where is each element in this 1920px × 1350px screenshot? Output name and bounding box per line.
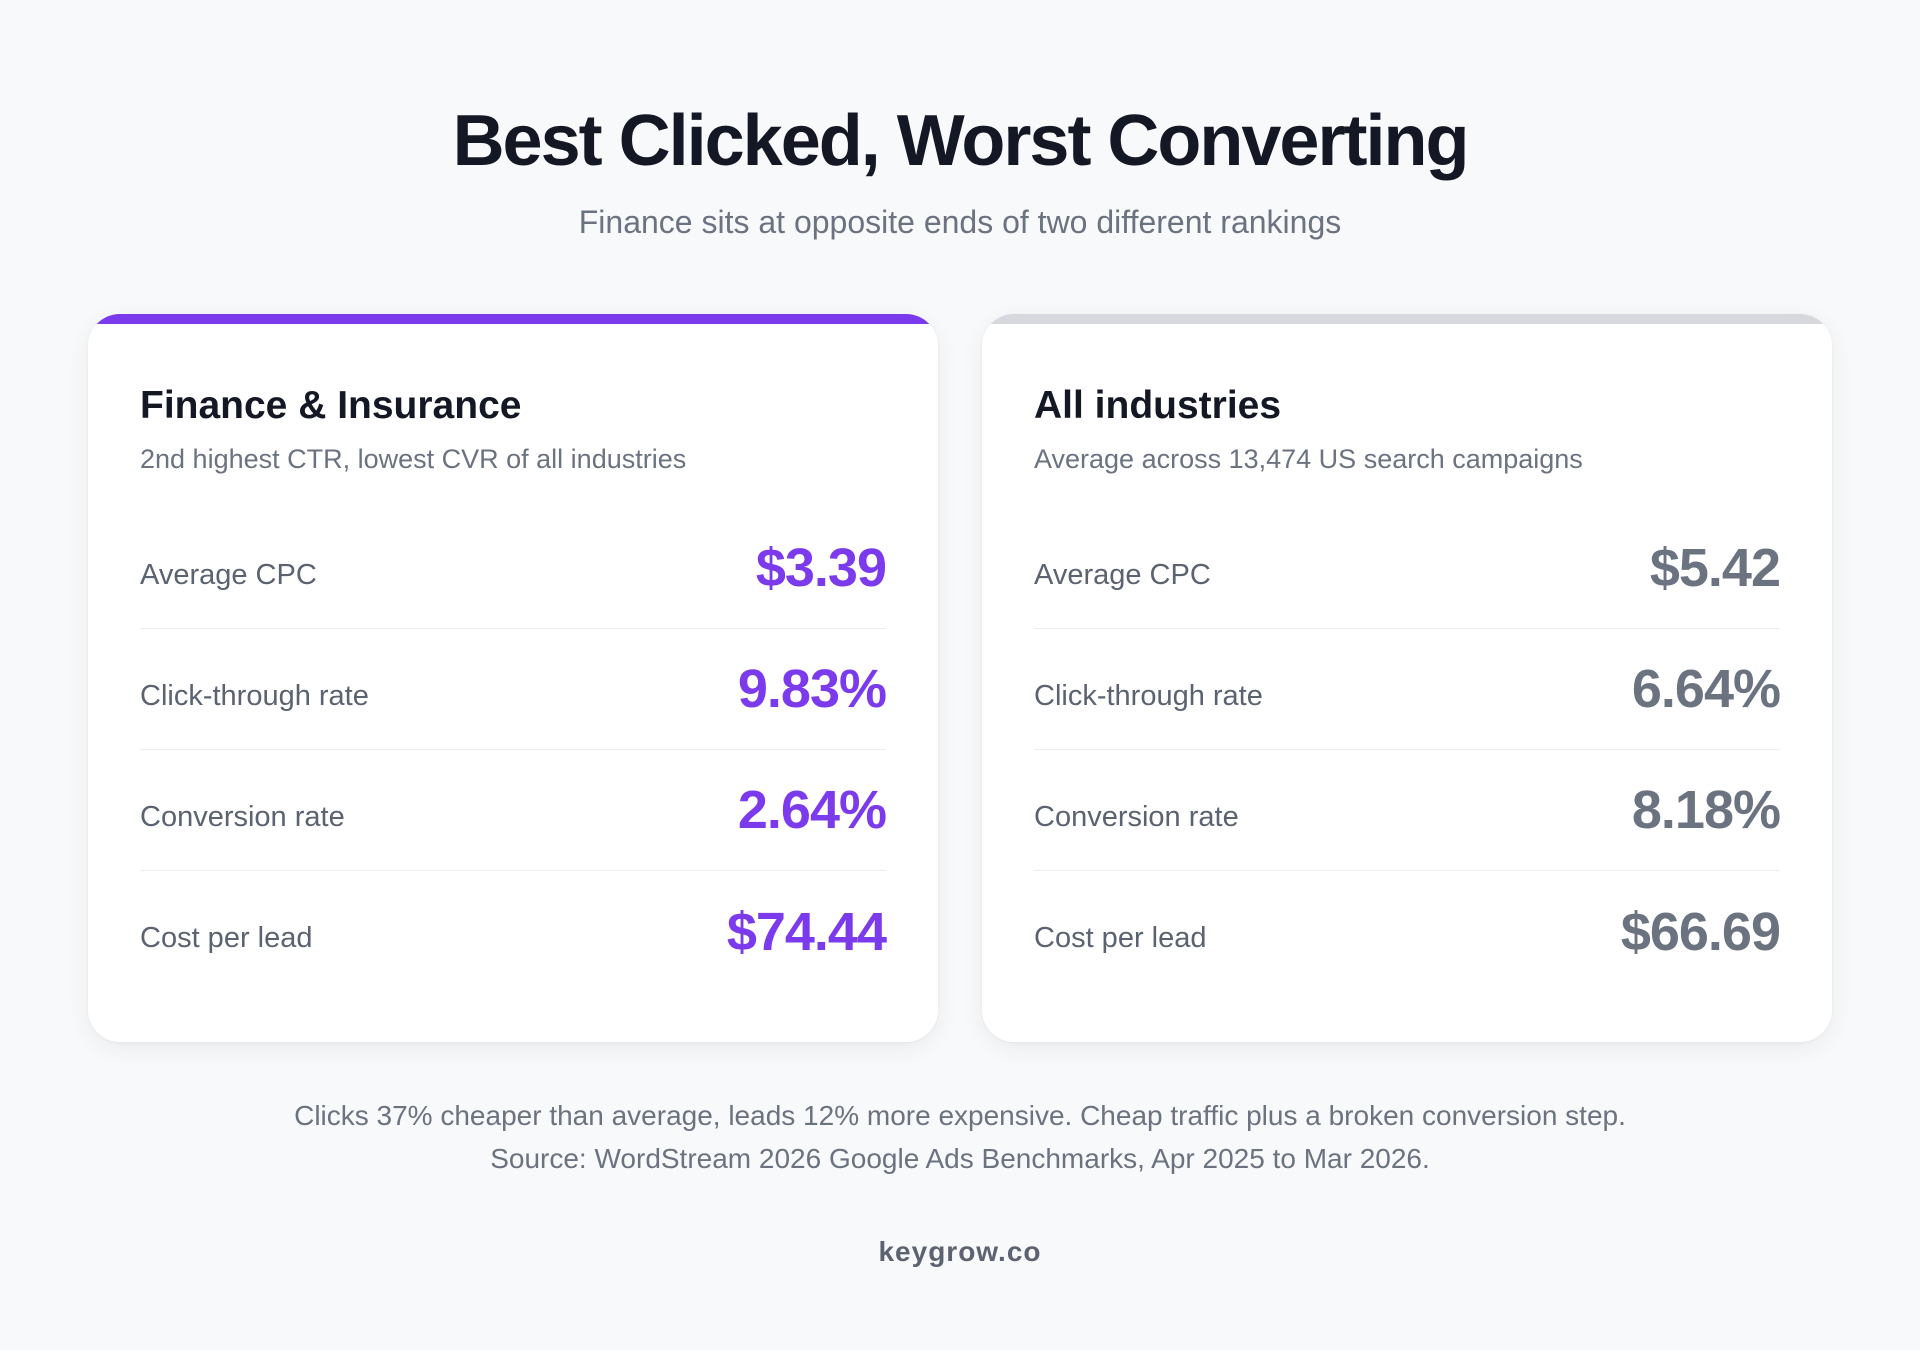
metric-label: Click-through rate <box>140 679 369 712</box>
card-accent-bar <box>88 314 938 324</box>
brand-wordmark: keygrow.co <box>878 1236 1042 1267</box>
card-title: Finance & Insurance <box>140 384 522 427</box>
footnote-source: Source: WordStream 2026 Google Ads Bench… <box>490 1143 1430 1174</box>
metrics-list: Average CPC $5.42 Click-through rate 6.6… <box>1034 508 1781 992</box>
finance-insurance-card: Finance & Insurance 2nd highest CTR, low… <box>88 314 938 1042</box>
metric-value: 9.83% <box>737 659 887 719</box>
metric-row-cost-per-lead: Cost per lead $66.69 <box>1034 871 1781 992</box>
metric-value: $66.69 <box>1620 901 1781 962</box>
metric-label: Cost per lead <box>140 922 313 954</box>
metric-label: Cost per lead <box>1034 922 1207 954</box>
metric-label: Average CPC <box>1034 558 1211 591</box>
metric-value: 2.64% <box>737 780 887 840</box>
metric-value: 6.64% <box>1631 659 1781 719</box>
card-title: All industries <box>1034 384 1282 427</box>
all-industries-card: All industries Average across 13,474 US … <box>982 314 1832 1042</box>
metric-row-average-cpc: Average CPC $5.42 <box>1034 508 1781 629</box>
footnote-note: Clicks 37% cheaper than average, leads 1… <box>294 1100 1626 1131</box>
metric-row-conversion-rate: Conversion rate 2.64% <box>140 750 887 871</box>
metric-value: $5.42 <box>1649 538 1781 598</box>
card-description: 2nd highest CTR, lowest CVR of all indus… <box>140 444 687 474</box>
metric-row-conversion-rate: Conversion rate 8.18% <box>1034 750 1781 871</box>
page-title: Best Clicked, Worst Converting <box>452 101 1470 181</box>
metric-label: Conversion rate <box>1034 800 1239 833</box>
metric-value: $74.44 <box>726 901 887 962</box>
metric-value: $3.39 <box>755 538 887 598</box>
metric-row-average-cpc: Average CPC $3.39 <box>140 508 887 629</box>
metric-label: Average CPC <box>140 558 317 591</box>
card-accent-bar <box>982 314 1832 324</box>
metric-label: Click-through rate <box>1034 679 1263 712</box>
metric-row-click-through-rate: Click-through rate 6.64% <box>1034 629 1781 750</box>
metric-row-cost-per-lead: Cost per lead $74.44 <box>140 871 887 992</box>
metric-label: Conversion rate <box>140 800 345 833</box>
metrics-list: Average CPC $3.39 Click-through rate 9.8… <box>140 508 887 992</box>
card-description: Average across 13,474 US search campaign… <box>1034 444 1583 474</box>
metric-row-click-through-rate: Click-through rate 9.83% <box>140 629 887 750</box>
metric-value: 8.18% <box>1631 780 1781 840</box>
page-subtitle: Finance sits at opposite ends of two dif… <box>578 204 1342 240</box>
footnote: Clicks 37% cheaper than average, leads 1… <box>0 1094 1920 1180</box>
